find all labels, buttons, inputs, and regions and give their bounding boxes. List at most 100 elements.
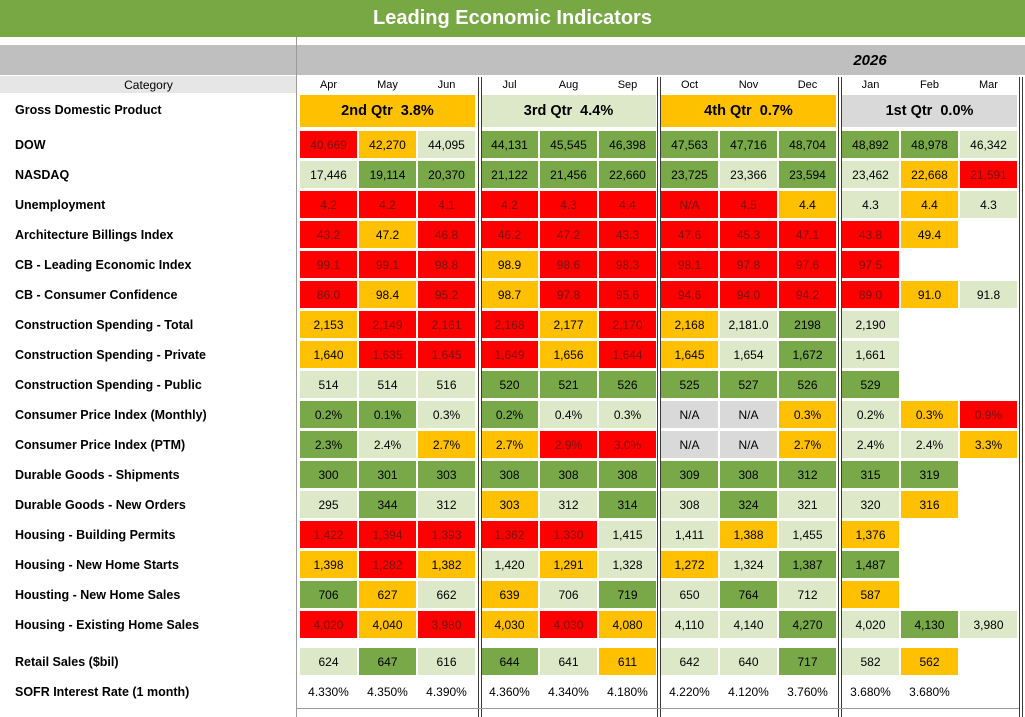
row-label: Housing - New Home Starts (15, 558, 179, 572)
data-cell: 47,716 (720, 131, 777, 158)
data-cell: 4,030 (540, 611, 597, 638)
quarter-separator (841, 77, 842, 717)
data-cell: 4.390% (418, 678, 475, 705)
data-cell: 4.3 (960, 191, 1017, 218)
data-cell: 642 (661, 648, 718, 675)
data-cell: 2,168 (661, 311, 718, 338)
bottom-rule (297, 708, 1019, 709)
data-cell: 4.4 (779, 191, 836, 218)
data-cell: 521 (540, 371, 597, 398)
data-cell (960, 648, 1017, 675)
data-cell: 23,725 (661, 161, 718, 188)
data-cell: 4.330% (300, 678, 357, 705)
data-cell: 303 (418, 461, 475, 488)
data-cell: 309 (661, 461, 718, 488)
data-cell: 4.2 (481, 191, 538, 218)
data-cell: 2,168 (481, 311, 538, 338)
data-cell: 1,362 (481, 521, 538, 548)
data-cell: 3.760% (779, 678, 836, 705)
data-cell: 17,446 (300, 161, 357, 188)
data-cell: 520 (481, 371, 538, 398)
month-header: Jun (437, 79, 456, 91)
data-cell: 3.680% (842, 678, 899, 705)
data-cell: 99.1 (359, 251, 416, 278)
data-cell: 312 (540, 491, 597, 518)
data-cell (960, 341, 1017, 368)
data-cell: 4.2 (300, 191, 357, 218)
data-cell: 46.8 (418, 221, 475, 248)
row-label: Unemployment (15, 198, 106, 212)
data-cell: 1,387 (779, 551, 836, 578)
page-title: Leading Economic Indicators (0, 0, 1025, 37)
data-cell (901, 311, 958, 338)
data-cell: 23,366 (720, 161, 777, 188)
data-cell: 4,040 (359, 611, 416, 638)
data-cell (901, 551, 958, 578)
data-cell: 1,382 (418, 551, 475, 578)
data-cell: 2,181.0 (720, 311, 777, 338)
data-cell: 1,415 (599, 521, 656, 548)
data-cell: 514 (359, 371, 416, 398)
data-cell: 644 (481, 648, 538, 675)
data-cell: 2.9% (540, 431, 597, 458)
data-cell: 587 (842, 581, 899, 608)
data-cell (901, 521, 958, 548)
data-cell: 4.1 (418, 191, 475, 218)
row-label: Consumer Price Index (Monthly) (15, 408, 207, 422)
data-cell: 47.2 (359, 221, 416, 248)
data-cell: 97.6 (779, 251, 836, 278)
data-cell: 2,170 (599, 311, 656, 338)
data-cell: 301 (359, 461, 416, 488)
data-cell: 314 (599, 491, 656, 518)
data-cell: 97.8 (540, 281, 597, 308)
data-cell (960, 461, 1017, 488)
data-cell: 98.9 (481, 251, 538, 278)
quarter-gdp-box: 2nd Qtr 3.8% (300, 95, 475, 127)
data-cell: 2.7% (418, 431, 475, 458)
data-cell: 764 (720, 581, 777, 608)
data-cell: 49.4 (901, 221, 958, 248)
data-cell: 43.3 (599, 221, 656, 248)
data-cell: 2198 (779, 311, 836, 338)
data-cell: 44,095 (418, 131, 475, 158)
data-cell: 4,130 (901, 611, 958, 638)
row-label: Housing - Building Permits (15, 528, 176, 542)
data-cell (901, 581, 958, 608)
data-cell: 47.2 (540, 221, 597, 248)
month-header: May (377, 79, 398, 91)
data-cell: 640 (720, 648, 777, 675)
data-cell: 47.6 (661, 221, 718, 248)
data-cell: 1,672 (779, 341, 836, 368)
data-cell: 308 (599, 461, 656, 488)
data-cell: 4,140 (720, 611, 777, 638)
data-cell: 22,668 (901, 161, 958, 188)
row-label: Retail Sales ($bil) (15, 655, 119, 669)
title-text: Leading Economic Indicators (373, 7, 652, 29)
month-header: Nov (738, 79, 759, 91)
data-cell: 3.0% (599, 431, 656, 458)
year-header-bar (0, 45, 1025, 75)
data-cell: 47,563 (661, 131, 718, 158)
data-cell (960, 551, 1017, 578)
month-header: Jan (861, 79, 880, 91)
data-cell: 2.3% (300, 431, 357, 458)
row-label: Architecture Billings Index (15, 228, 174, 242)
data-cell: 42,270 (359, 131, 416, 158)
data-cell: 4.4 (901, 191, 958, 218)
data-cell: 4.5 (720, 191, 777, 218)
data-cell: 94.6 (661, 281, 718, 308)
data-cell: 1,388 (720, 521, 777, 548)
data-cell: 98.7 (481, 281, 538, 308)
year-label: 2026 (853, 51, 887, 69)
row-label: Construction Spending - Total (15, 318, 194, 332)
data-cell: 0.3% (599, 401, 656, 428)
data-cell: 20,370 (418, 161, 475, 188)
data-cell: N/A (661, 191, 718, 218)
data-cell: 514 (300, 371, 357, 398)
data-cell: 1,376 (842, 521, 899, 548)
data-cell: 308 (540, 461, 597, 488)
data-cell: 45,545 (540, 131, 597, 158)
data-cell: 98.6 (540, 251, 597, 278)
quarter-separator (657, 77, 658, 717)
category-header: Category (0, 76, 297, 93)
